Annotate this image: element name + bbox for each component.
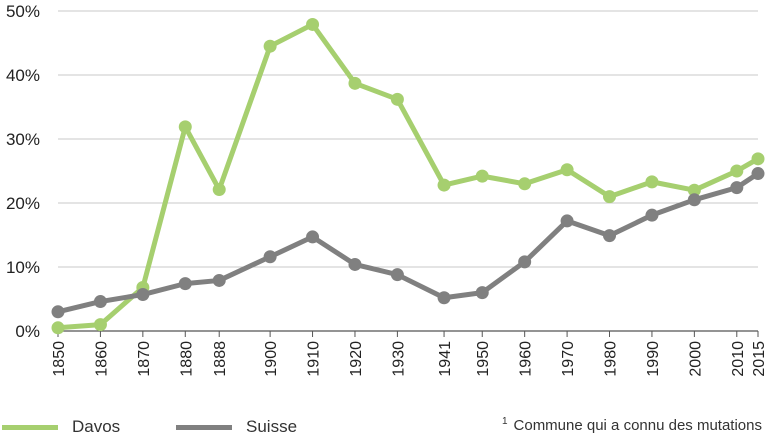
data-point-davos	[645, 175, 659, 189]
x-tick-label: 1920	[348, 341, 365, 377]
data-point-suisse	[348, 257, 362, 271]
y-tick-label: 20%	[6, 194, 40, 213]
x-tick-label: 1970	[560, 341, 577, 377]
legend-swatch-davos	[2, 424, 58, 430]
data-point-suisse	[730, 181, 744, 195]
data-point-davos	[751, 152, 765, 166]
data-point-suisse	[687, 193, 701, 207]
legend-label-davos: Davos	[72, 417, 121, 436]
data-point-davos	[687, 183, 701, 197]
data-point-suisse	[212, 273, 226, 287]
x-tick-label: 1880	[178, 341, 195, 377]
series-group	[51, 17, 765, 335]
footnote-text: Commune qui a connu des mutations	[513, 417, 762, 434]
data-point-davos	[437, 178, 451, 192]
series-line-davos	[55, 21, 761, 331]
legend-item-suisse: Suisse	[176, 416, 297, 438]
x-tick-label: 1980	[603, 341, 620, 377]
data-point-suisse	[93, 295, 107, 309]
data-point-suisse	[306, 230, 320, 244]
footnote: 1 Commune qui a connu des mutations	[502, 416, 762, 434]
x-tick-label: 1941	[437, 341, 454, 377]
data-point-suisse	[178, 277, 192, 291]
data-point-suisse	[263, 250, 277, 264]
x-tick-label: 2010	[730, 341, 747, 377]
y-tick-label: 10%	[6, 258, 40, 277]
data-point-suisse	[475, 286, 489, 300]
y-tick-label: 30%	[6, 130, 40, 149]
data-point-suisse	[437, 291, 451, 305]
y-tick-label: 50%	[6, 2, 40, 21]
data-point-davos	[263, 39, 277, 53]
y-tick-label: 40%	[6, 66, 40, 85]
grid-lines	[58, 10, 758, 332]
x-tick-label: 1870	[136, 341, 153, 377]
x-tick-label: 2015	[751, 341, 768, 377]
legend-swatch-suisse	[176, 424, 232, 430]
data-point-davos	[603, 190, 617, 204]
x-tick-label: 1860	[93, 341, 110, 377]
x-tick-label: 1850	[51, 341, 68, 377]
x-tick-label: 1900	[263, 341, 280, 377]
footnote-marker: 1	[501, 416, 508, 427]
x-axis: 1850 1860 1870 1880 1888 1900 1910 1920 1930 1941…	[51, 331, 768, 377]
x-tick-label: 1990	[645, 341, 662, 377]
data-point-suisse	[560, 214, 574, 228]
data-point-suisse	[645, 208, 659, 222]
data-point-davos	[306, 17, 320, 31]
data-point-davos	[560, 163, 574, 177]
x-tick-label: 1950	[475, 341, 492, 377]
data-point-davos	[93, 318, 107, 332]
x-tick-label: 2000	[687, 341, 704, 377]
data-point-suisse	[390, 268, 404, 282]
y-tick-label: 0%	[15, 322, 40, 341]
legend-label-suisse: Suisse	[246, 417, 298, 436]
data-point-davos	[178, 120, 192, 134]
data-point-davos	[348, 76, 362, 90]
data-point-davos	[518, 177, 532, 191]
data-point-davos	[212, 183, 226, 197]
x-tick-label: 1930	[390, 341, 407, 377]
x-tick-label: 1910	[306, 341, 323, 377]
data-point-suisse	[518, 255, 532, 269]
data-point-suisse	[51, 305, 65, 319]
x-tick-label: 1960	[518, 341, 535, 377]
data-point-davos	[475, 169, 489, 183]
x-tick-label: 1888	[212, 341, 229, 377]
data-point-suisse	[136, 288, 150, 302]
data-point-davos	[390, 92, 404, 106]
y-axis: 0% 10% 20% 30% 40% 50%	[6, 2, 40, 341]
data-point-davos	[730, 164, 744, 178]
data-point-suisse	[751, 167, 765, 181]
line-chart: 0% 10% 20% 30% 40% 50% 1850 1860 1870 1880 1888 19…	[6, 2, 768, 377]
data-point-davos	[51, 321, 65, 335]
legend-item-davos: Davos	[2, 416, 120, 438]
data-point-suisse	[603, 229, 617, 243]
series-line-suisse	[55, 171, 761, 315]
